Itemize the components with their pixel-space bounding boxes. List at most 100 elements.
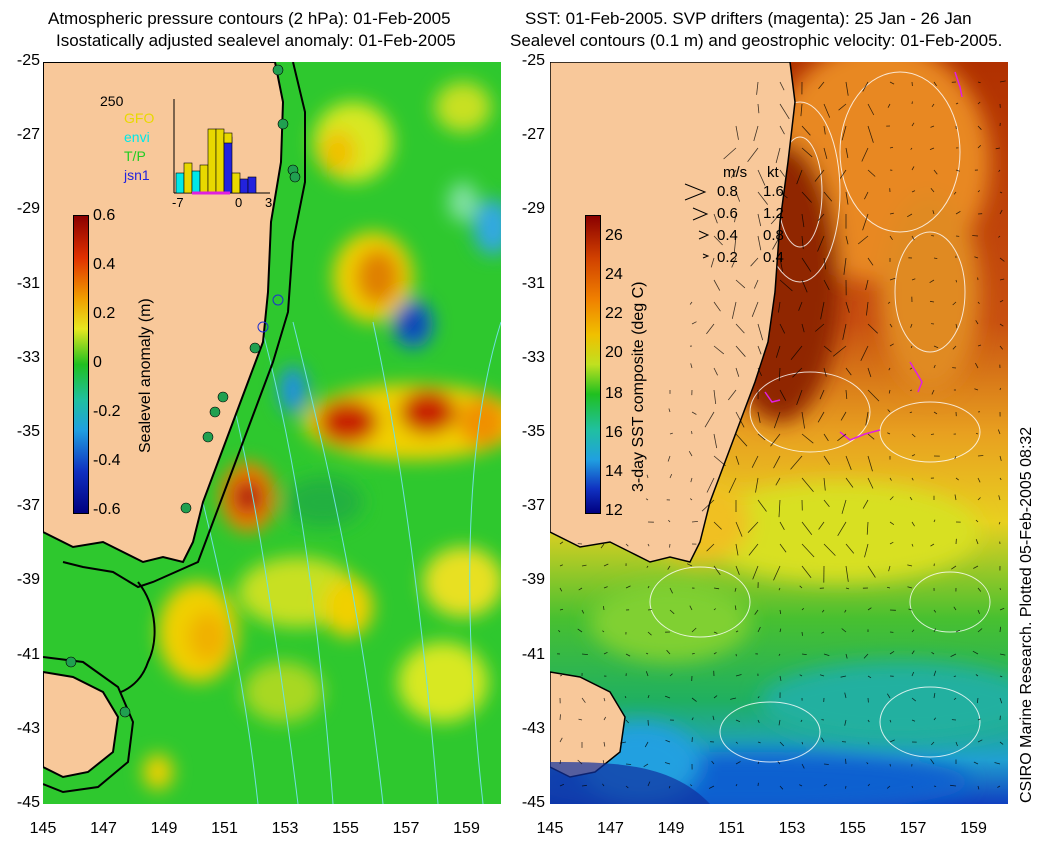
velocity-arrow bbox=[911, 521, 915, 527]
velocity-arrow bbox=[823, 257, 827, 270]
legend-row-1-ms: 0.6 bbox=[717, 205, 738, 222]
velocity-arrow bbox=[665, 739, 671, 743]
velocity-arrow bbox=[559, 674, 563, 677]
velocity-arrow bbox=[933, 81, 937, 87]
velocity-arrow bbox=[994, 762, 1001, 765]
velocity-arrow bbox=[757, 191, 769, 205]
velocity-arrow bbox=[711, 760, 715, 765]
velocity-arrow bbox=[798, 301, 803, 311]
velocity-arrow bbox=[647, 609, 652, 611]
inset-xtick-minus7: -7 bbox=[172, 195, 184, 210]
velocity-arrow bbox=[710, 257, 715, 268]
velocity-arrow bbox=[778, 719, 781, 726]
left-xtick-0: 145 bbox=[29, 820, 57, 837]
velocity-arrow bbox=[690, 784, 693, 787]
left-xtick-5: 155 bbox=[332, 820, 359, 837]
right-ytick-2: -29 bbox=[521, 200, 545, 218]
velocity-arrow bbox=[998, 235, 1001, 238]
velocity-arrow bbox=[735, 279, 746, 289]
velocity-arrow bbox=[645, 671, 649, 677]
right-xtick-7: 159 bbox=[960, 820, 987, 837]
velocity-arrow bbox=[999, 697, 1003, 704]
velocity-arrow bbox=[911, 785, 914, 789]
velocity-arrow bbox=[823, 763, 829, 765]
velocity-arrow bbox=[559, 737, 563, 743]
velocity-arrow bbox=[775, 345, 781, 358]
velocity-arrow bbox=[713, 345, 725, 355]
velocity-arrow bbox=[953, 606, 957, 611]
velocity-arrow bbox=[735, 455, 740, 465]
velocity-arrow bbox=[862, 499, 869, 509]
velocity-arrow bbox=[867, 169, 876, 177]
velocity-arrow bbox=[821, 737, 825, 743]
velocity-arrow bbox=[723, 147, 737, 160]
velocity-arrow bbox=[647, 694, 650, 699]
velocity-arrow bbox=[796, 169, 803, 185]
velocity-arrow bbox=[955, 279, 957, 283]
sst-map bbox=[550, 62, 1008, 804]
velocity-arrow bbox=[778, 653, 781, 656]
velocity-arrow bbox=[886, 785, 891, 789]
velocity-arrow bbox=[999, 477, 1002, 481]
velocity-arrow bbox=[669, 473, 673, 479]
velocity-arrow bbox=[581, 784, 587, 787]
velocity-arrow bbox=[889, 81, 895, 85]
velocity-arrow bbox=[735, 543, 739, 556]
velocity-arrow bbox=[735, 784, 738, 787]
legend-row-2-ms: 0.4 bbox=[717, 227, 738, 244]
velocity-arrow bbox=[728, 477, 737, 493]
velocity-arrow bbox=[837, 433, 847, 442]
velocity-arrow bbox=[999, 587, 1001, 591]
inset-label-jsn1: jsn1 bbox=[124, 167, 150, 183]
sla-colorbar-label: Sealevel anomaly (m) bbox=[137, 298, 154, 453]
velocity-arrow bbox=[800, 719, 803, 723]
velocity-arrow bbox=[691, 411, 697, 415]
velocity-arrow bbox=[735, 719, 741, 723]
sst-cbar-tick-7: 12 bbox=[605, 502, 623, 519]
velocity-arrow bbox=[911, 671, 915, 677]
velocity-arrow bbox=[669, 609, 675, 615]
sla-cbar-tick-0: 0.6 bbox=[93, 207, 116, 224]
velocity-arrow bbox=[845, 81, 849, 96]
velocity-arrow bbox=[955, 102, 959, 105]
velocity-legend: m/s kt 0.8 1.6 0.6 1.2 0.4 0.8 0.2 0.4 bbox=[675, 164, 805, 268]
velocity-arrow bbox=[933, 411, 938, 415]
velocity-arrow bbox=[842, 323, 847, 340]
altimeter-inset: 250 GFO envi T/P jsn1 -7 0 3 bbox=[90, 93, 280, 215]
velocity-arrow bbox=[754, 609, 759, 615]
legend-row-3-kt: 0.4 bbox=[763, 249, 784, 266]
velocity-arrow bbox=[911, 629, 915, 633]
velocity-arrow bbox=[864, 191, 869, 200]
velocity-arrow bbox=[844, 609, 847, 613]
velocity-arrow bbox=[998, 521, 1001, 525]
velocity-arrow bbox=[735, 323, 745, 334]
velocity-arrow bbox=[779, 191, 788, 199]
left-ytick-5: -35 bbox=[16, 423, 40, 440]
velocity-arrow bbox=[952, 345, 957, 350]
right-title-line1: SST: 01-Feb-2005. SVP drifters (magenta)… bbox=[525, 9, 972, 28]
velocity-arrow bbox=[779, 543, 787, 553]
velocity-arrow bbox=[977, 587, 982, 592]
velocity-arrow bbox=[977, 81, 981, 84]
left-ytick-10: -45 bbox=[16, 794, 40, 811]
velocity-arrow bbox=[691, 431, 693, 435]
sst-cbar-tick-5: 16 bbox=[605, 424, 623, 441]
velocity-arrow bbox=[909, 389, 913, 391]
velocity-arrow bbox=[713, 455, 726, 467]
velocity-arrow bbox=[911, 278, 916, 281]
right-xtick-2: 149 bbox=[657, 820, 685, 837]
right-ytick-0: -25 bbox=[521, 52, 545, 69]
velocity-arrow bbox=[713, 565, 721, 576]
velocity-arrow bbox=[779, 521, 785, 530]
velocity-arrow bbox=[929, 300, 935, 303]
velocity-arrow bbox=[779, 675, 782, 681]
velocity-arrow bbox=[911, 543, 914, 547]
velocity-arrow bbox=[817, 411, 825, 423]
velocity-arrow bbox=[975, 519, 979, 523]
velocity-arrow bbox=[801, 191, 812, 203]
velocity-arrow bbox=[581, 653, 588, 655]
velocity-arrow bbox=[889, 739, 895, 743]
left-ytick-8: -41 bbox=[16, 645, 40, 663]
velocity-arrow bbox=[955, 741, 958, 747]
velocity-arrow bbox=[757, 626, 761, 633]
